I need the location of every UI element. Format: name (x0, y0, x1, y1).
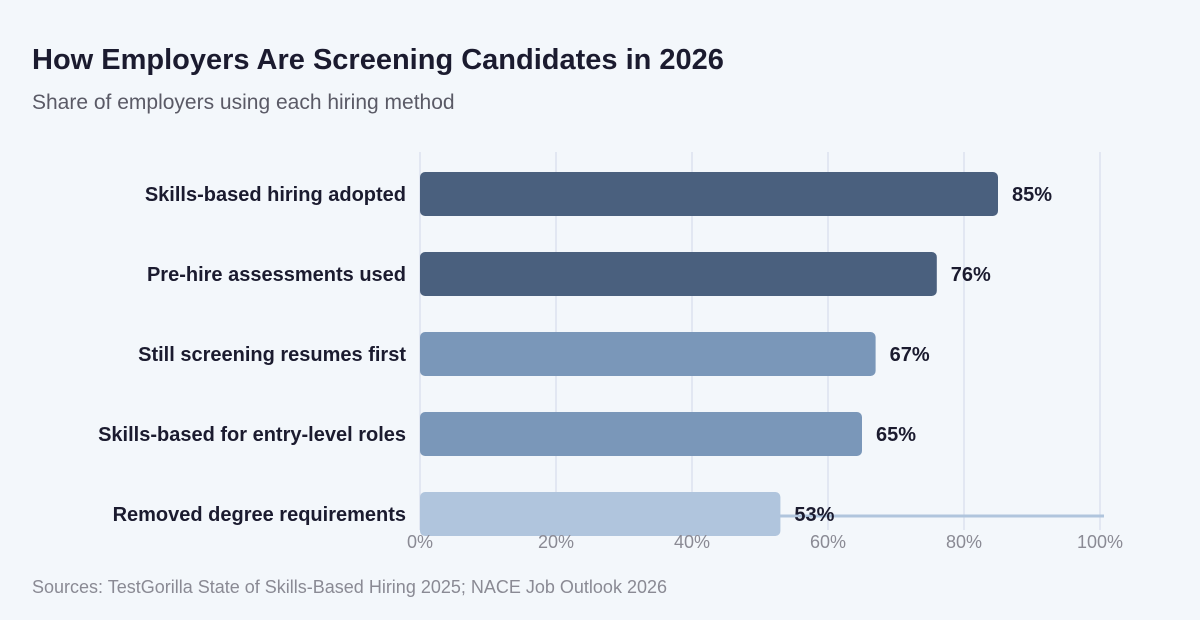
x-tick-label: 20% (538, 532, 574, 552)
bar (420, 172, 998, 216)
category-label: Pre-hire assessments used (147, 264, 406, 286)
value-label: 67% (890, 344, 930, 366)
bar (420, 412, 862, 456)
x-tick-label: 80% (946, 532, 982, 552)
chart-source: Sources: TestGorilla State of Skills-Bas… (32, 577, 667, 597)
bar (420, 252, 937, 296)
chart-title: How Employers Are Screening Candidates i… (32, 44, 724, 76)
x-tick-label: 0% (407, 532, 433, 552)
x-tick-label: 100% (1077, 532, 1123, 552)
category-label: Skills-based hiring adopted (145, 184, 406, 206)
labels: 0% 20% 40% 60% 80% 100% Skills-based hiring ad… (98, 184, 1123, 552)
value-label: 85% (1012, 184, 1052, 206)
value-label: 65% (876, 424, 916, 446)
category-label: Removed degree requirements (113, 504, 406, 526)
bar (420, 332, 876, 376)
bar (420, 492, 781, 536)
x-tick-label: 60% (810, 532, 846, 552)
category-label: Skills-based for entry-level roles (98, 424, 406, 446)
bars (420, 172, 1104, 536)
value-label: 53% (794, 504, 834, 526)
chart-subtitle: Share of employers using each hiring met… (32, 91, 455, 114)
value-label: 76% (951, 264, 991, 286)
category-label: Still screening resumes first (138, 344, 406, 366)
x-tick-label: 40% (674, 532, 710, 552)
